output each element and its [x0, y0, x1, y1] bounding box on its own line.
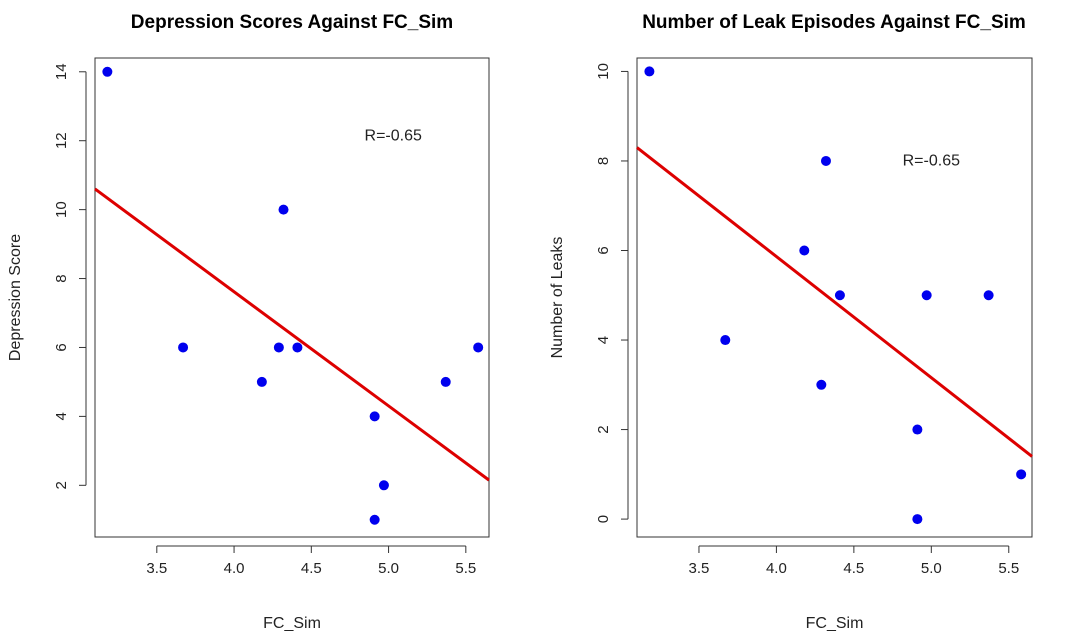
y-tick-label: 10 [53, 201, 70, 218]
x-axis-title: FC_Sim [263, 615, 321, 632]
y-tick-label: 14 [53, 63, 70, 80]
chart-title: Number of Leak Episodes Against FC_Sim [642, 12, 1026, 33]
data-point [178, 342, 189, 353]
data-point [369, 411, 380, 422]
y-tick-label: 2 [53, 481, 70, 489]
y-tick-label: 8 [53, 274, 70, 282]
x-tick-label: 5.0 [378, 560, 399, 577]
y-tick-label: 12 [53, 132, 70, 149]
x-tick-label: 5.0 [921, 560, 942, 577]
data-point [834, 290, 845, 301]
x-tick-label: 4.0 [224, 560, 245, 577]
y-tick-label: 4 [595, 336, 612, 344]
data-point [983, 290, 994, 301]
y-tick-label: 8 [595, 157, 612, 165]
correlation-annotation: R=-0.65 [903, 152, 960, 169]
plot-frame [94, 57, 490, 538]
data-point [820, 155, 831, 166]
x-axis-title: FC_Sim [806, 615, 864, 632]
data-point [256, 376, 267, 387]
y-tick-label: 6 [53, 343, 70, 351]
data-point [473, 342, 484, 353]
x-tick-label: 4.5 [301, 560, 322, 577]
y-axis-title: Depression Score [7, 234, 24, 361]
x-tick-label: 5.5 [455, 560, 476, 577]
data-point [912, 424, 923, 435]
data-point [720, 335, 731, 346]
plot-frame [636, 57, 1033, 538]
data-point [378, 480, 389, 491]
data-point [102, 66, 113, 77]
data-point [278, 204, 289, 215]
x-tick-label: 3.5 [146, 560, 167, 577]
x-tick-label: 4.5 [843, 560, 864, 577]
y-tick-label: 10 [595, 63, 612, 80]
data-point [912, 514, 923, 525]
y-tick-label: 4 [53, 412, 70, 420]
regression-line [94, 187, 490, 482]
y-tick-label: 0 [595, 515, 612, 523]
data-point [816, 379, 827, 390]
data-point [921, 290, 932, 301]
data-point [292, 342, 303, 353]
data-point [799, 245, 810, 256]
x-tick-label: 4.0 [766, 560, 787, 577]
y-tick-label: 6 [595, 246, 612, 254]
y-axis-title: Number of Leaks [549, 237, 566, 359]
data-point [1016, 469, 1027, 480]
y-tick-label: 2 [595, 425, 612, 433]
x-tick-label: 5.5 [998, 560, 1019, 577]
data-point [644, 66, 655, 77]
data-point [369, 514, 380, 525]
chart-title: Depression Scores Against FC_Sim [131, 12, 453, 33]
correlation-annotation: R=-0.65 [365, 128, 422, 145]
x-tick-label: 3.5 [689, 560, 710, 577]
data-point [440, 376, 451, 387]
regression-line [636, 146, 1033, 458]
data-point [273, 342, 284, 353]
